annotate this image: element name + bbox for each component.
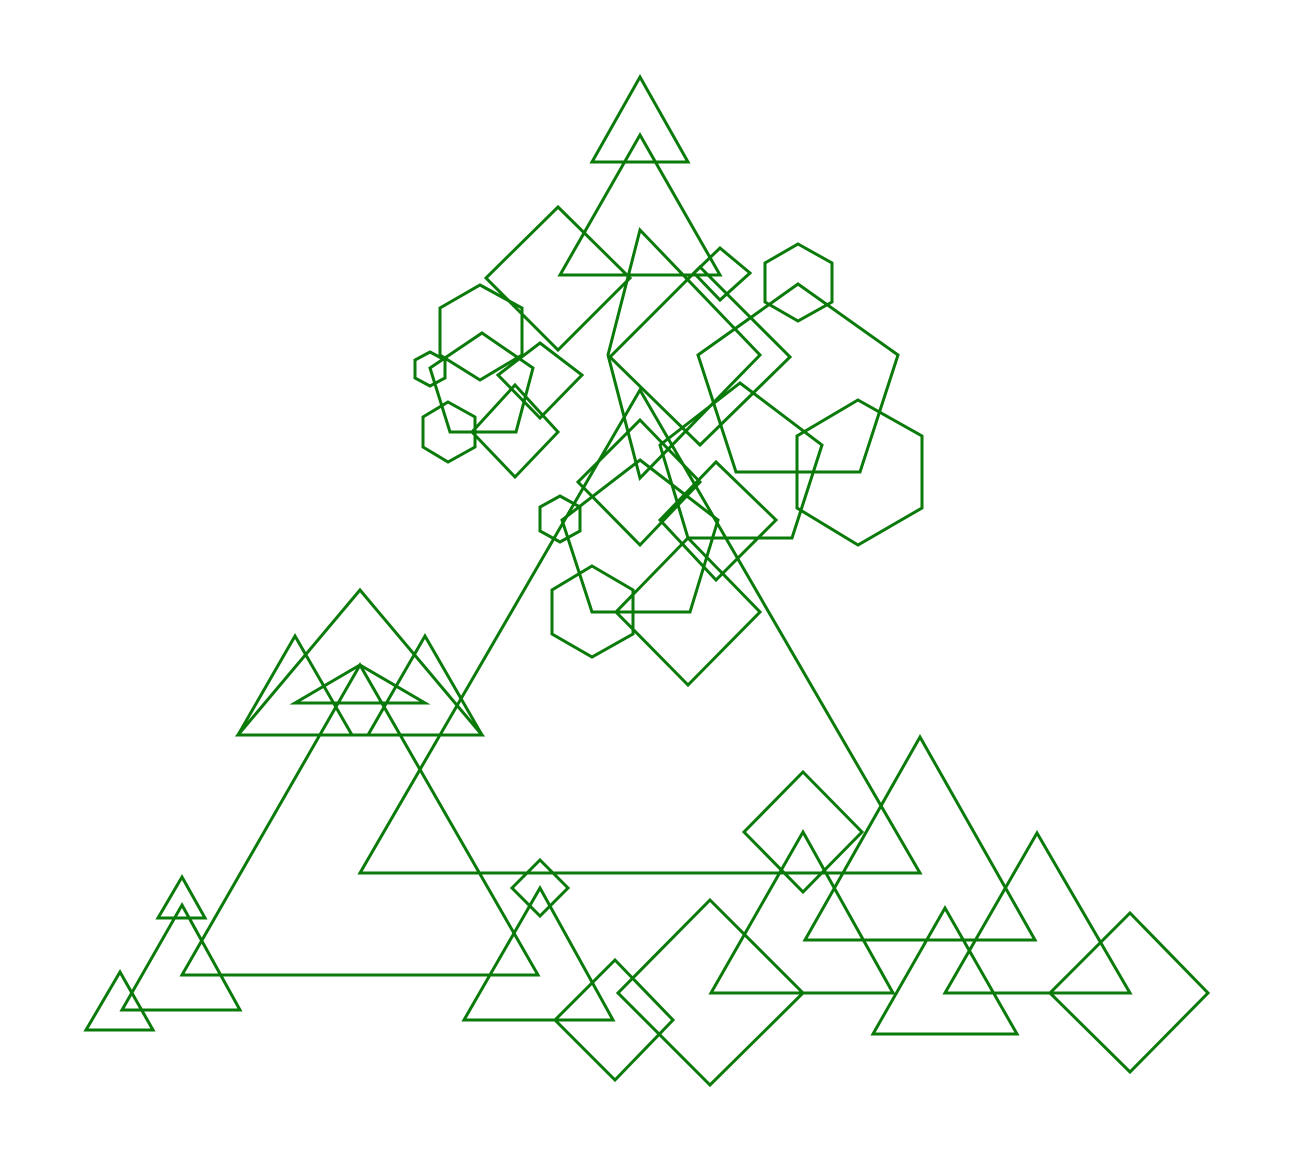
pentagon-outline — [560, 458, 720, 614]
diamond-outline — [495, 341, 585, 421]
hexagon-outline — [795, 398, 924, 547]
diamond-outline — [575, 417, 703, 548]
triangle-outline — [942, 830, 1133, 995]
triangle-outline — [870, 904, 1020, 1036]
triangle-outline — [119, 901, 243, 1012]
hexagon-outline — [438, 283, 524, 382]
diamond-outline — [691, 245, 753, 303]
triangle-outline — [155, 873, 208, 920]
diamond-outline — [469, 382, 561, 480]
pentagon-outline — [428, 331, 535, 434]
triangle-outline — [235, 632, 355, 737]
triangle-outline — [289, 663, 431, 705]
diamond-outline — [657, 459, 779, 583]
diamond-outline — [483, 204, 633, 353]
hexagon-outline — [413, 350, 447, 388]
triangle-outline — [365, 632, 485, 737]
triangle-group — [83, 73, 1133, 1036]
hexagon-outline — [421, 400, 477, 464]
triangle-outline — [708, 828, 896, 995]
diamond-outline — [1047, 910, 1211, 1075]
triangle-outline — [357, 387, 923, 875]
triangle-outline — [557, 131, 723, 277]
pentagon-outline — [658, 381, 824, 540]
hexagon-outline — [550, 564, 635, 659]
triangle-outline — [179, 661, 541, 977]
diamond-outline — [552, 957, 676, 1083]
hexagon-group — [413, 242, 924, 659]
triangle-outline — [461, 884, 616, 1022]
hexagon-outline — [763, 242, 834, 323]
diamond-outline — [606, 227, 763, 481]
triangle-outline — [802, 733, 1038, 942]
triangle-outline — [83, 969, 156, 1032]
diamond-outline — [615, 897, 806, 1088]
triangle-outline — [589, 73, 691, 164]
diamond-outline — [509, 857, 571, 919]
diamond-outline — [613, 535, 763, 688]
diamond-outline — [741, 769, 865, 895]
triangle-outline — [234, 587, 486, 737]
diamond-outline — [607, 264, 793, 448]
hexagon-outline — [538, 494, 582, 544]
diamond-group — [469, 204, 1211, 1088]
